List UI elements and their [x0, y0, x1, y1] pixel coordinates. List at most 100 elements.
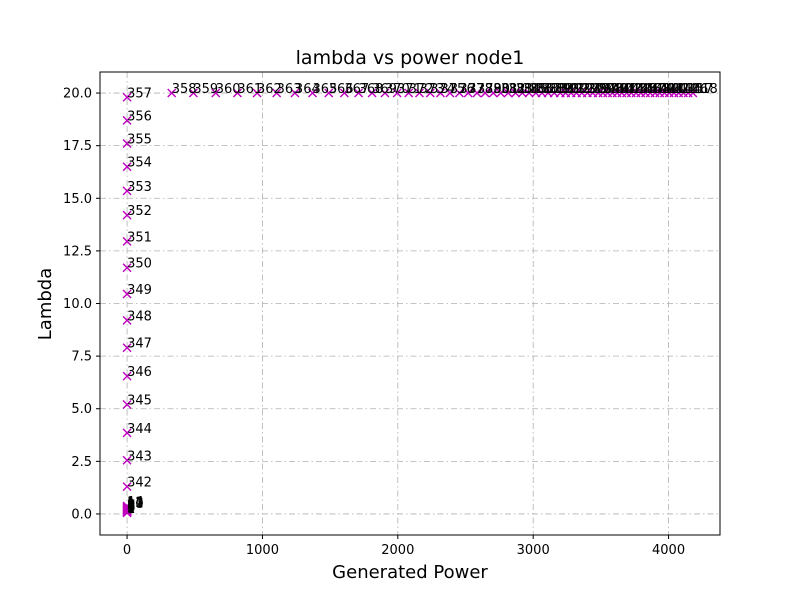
data-point-marker [272, 88, 282, 98]
y-tick-label: 0.0 [71, 507, 92, 522]
data-point-label: 410 [655, 82, 680, 97]
x-tick-label: 2000 [381, 543, 414, 558]
data-point-label: 379 [477, 82, 502, 97]
data-point-label: 359 [193, 82, 218, 97]
data-point-marker [496, 88, 506, 98]
data-point-label: 367 [344, 82, 369, 97]
data-point-marker [122, 400, 132, 410]
data-point-label: 405 [631, 82, 656, 97]
data-point-marker [122, 315, 132, 325]
data-point-marker [392, 88, 402, 98]
data-point-marker [122, 371, 132, 381]
data-point-label: 342 [127, 476, 152, 491]
data-point-label: 374 [430, 82, 455, 97]
data-point-marker [324, 88, 334, 98]
y-tick-label: 7.5 [71, 350, 92, 365]
point-labels: 342 343 344 345 346 347 348 349 350 351 352 353 354 3… [127, 82, 718, 517]
data-point-label: 7 [127, 499, 135, 514]
x-axis-label: Generated Power [332, 562, 488, 583]
chart-title: lambda vs power node1 [296, 47, 525, 69]
data-point-label: 381 [493, 82, 518, 97]
data-points [122, 88, 698, 518]
data-point-label: 397 [593, 82, 618, 97]
x-tick-label: 3000 [517, 543, 550, 558]
data-point-label: 393 [571, 82, 596, 97]
data-point-marker [211, 88, 221, 98]
axis-ticks: 0 1000 2000 3000 4000 0.0 2.5 5.0 7.5 10.0 12.5 15.… [63, 87, 685, 558]
data-point-label: 376 [450, 82, 475, 97]
data-point-label: 344 [127, 422, 152, 437]
data-point-label: 394 [577, 82, 602, 97]
data-point-label: 350 [127, 257, 152, 272]
data-point-label: 11 [127, 497, 144, 512]
data-point-label: 358 [172, 82, 197, 97]
data-point-label: 377 [459, 82, 484, 97]
grid-lines [100, 72, 720, 535]
data-point-marker [380, 88, 390, 98]
data-point-marker [463, 88, 473, 98]
data-point-label: 395 [582, 82, 607, 97]
data-point-label: 354 [127, 156, 152, 171]
data-point-label: 10 [127, 497, 144, 512]
y-tick-label: 10.0 [63, 297, 92, 312]
data-point-label: 9 [127, 498, 135, 513]
data-point-label: 413 [669, 82, 694, 97]
data-point-label: 5 [127, 500, 135, 515]
data-point-label: 380 [485, 82, 510, 97]
data-point-label: 345 [127, 394, 152, 409]
data-point-label: 414 [674, 82, 699, 97]
data-point-label: 353 [127, 180, 152, 195]
data-point-label: 365 [313, 82, 338, 97]
data-point-marker [454, 88, 464, 98]
plot-frame [99, 71, 721, 536]
x-tick-label: 0 [123, 543, 131, 558]
data-point-marker [367, 88, 377, 98]
data-point-label: 347 [127, 337, 152, 352]
data-point-marker [290, 88, 300, 98]
data-point-marker [517, 88, 527, 98]
data-point-label: 355 [127, 133, 152, 148]
data-point-label: 361 [237, 82, 262, 97]
data-point-marker [122, 428, 132, 438]
data-point-marker [404, 88, 414, 98]
data-point-label: 402 [617, 82, 642, 97]
data-point-marker [511, 88, 521, 98]
y-tick-label: 17.5 [63, 139, 92, 154]
data-point-label: 386 [529, 82, 554, 97]
data-point-label: 349 [127, 283, 152, 298]
data-point-label: 388 [542, 82, 567, 97]
data-point-label: 411 [660, 82, 685, 97]
data-point-marker [122, 139, 132, 149]
x-tick-label: 4000 [652, 543, 685, 558]
data-point-label: 384 [516, 82, 541, 97]
data-point-marker [167, 88, 177, 98]
data-point-label: 398 [598, 82, 623, 97]
data-point-marker [472, 88, 482, 98]
data-point-label: 369 [372, 82, 397, 97]
data-point-marker [503, 88, 513, 98]
data-point-marker [122, 263, 132, 273]
data-point-marker [524, 88, 534, 98]
data-point-label: 400 [608, 82, 633, 97]
data-point-label: 418 [693, 82, 718, 97]
data-point-label: 399 [603, 82, 628, 97]
data-point-label: 348 [127, 309, 152, 324]
data-point-marker [308, 88, 318, 98]
data-point-label: 2 [127, 501, 135, 516]
data-point-label: 390 [554, 82, 579, 97]
data-point-marker [122, 236, 132, 246]
data-point-marker [425, 88, 435, 98]
data-point-label: 403 [622, 82, 647, 97]
y-tick-label: 2.5 [71, 455, 92, 470]
data-point-label: 343 [127, 449, 152, 464]
data-point-label: 368 [359, 82, 384, 97]
data-point-label: 3 [127, 501, 135, 516]
data-point-label: 363 [277, 82, 302, 97]
data-point-label: 1 [127, 502, 135, 517]
data-point-marker [122, 115, 132, 125]
data-point-marker [122, 501, 132, 511]
data-point-marker [122, 289, 132, 299]
data-point-label: 366 [329, 82, 354, 97]
data-point-label: 406 [636, 82, 661, 97]
data-point-label: 357 [127, 86, 152, 101]
